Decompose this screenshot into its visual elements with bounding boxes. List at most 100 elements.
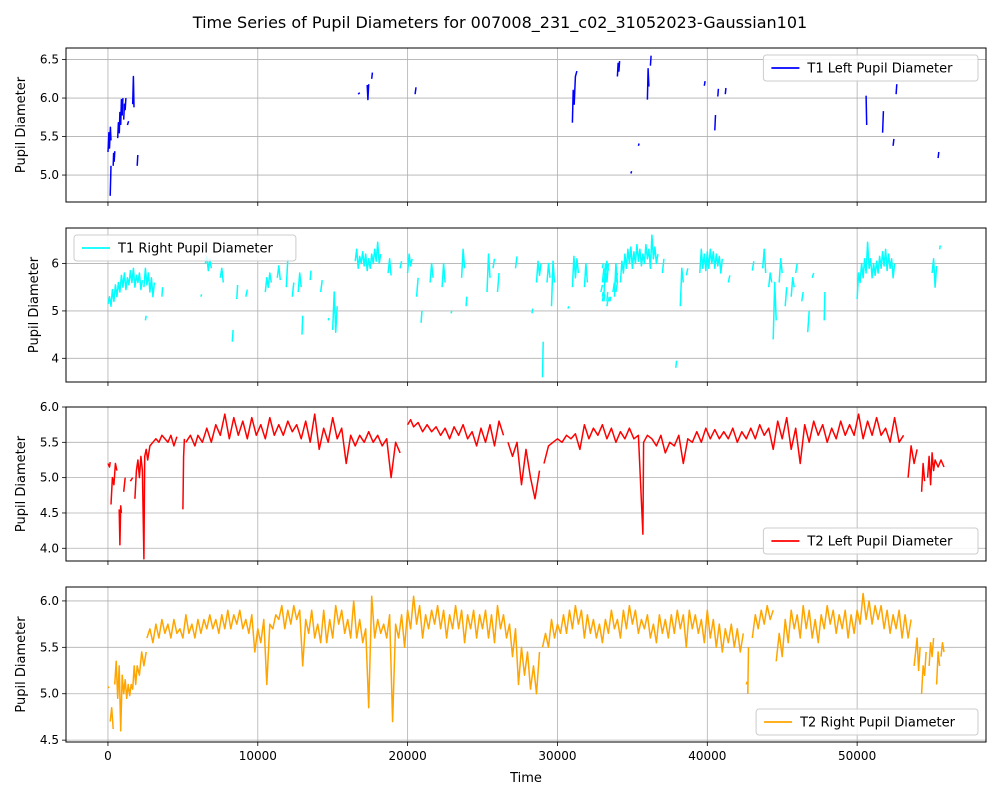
axes-frame bbox=[65, 586, 987, 743]
series-segment bbox=[507, 441, 541, 500]
series-segment bbox=[601, 296, 604, 302]
y-tick-label: 4.5 bbox=[40, 506, 59, 520]
series-segment bbox=[747, 647, 750, 694]
series-segment bbox=[327, 317, 330, 321]
series-segment bbox=[441, 262, 446, 288]
series-segment bbox=[806, 310, 810, 333]
y-tick-label: 5.5 bbox=[40, 435, 59, 449]
legend-label: T2 Left Pupil Diameter bbox=[806, 535, 953, 550]
legend-box bbox=[755, 708, 979, 736]
legend: T2 Left Pupil Diameter bbox=[762, 527, 979, 555]
series-segment bbox=[116, 111, 121, 139]
series-segment bbox=[109, 706, 114, 730]
series-segment bbox=[144, 315, 147, 321]
series-segment bbox=[784, 287, 788, 307]
y-tick-label: 4.0 bbox=[40, 541, 59, 555]
series-segment bbox=[767, 272, 773, 288]
series-segment bbox=[331, 291, 338, 333]
series-segment bbox=[926, 452, 945, 486]
legend-label: T2 Right Pupil Diameter bbox=[799, 716, 956, 731]
subplot-1: 5.0 5.5 6.0 6.5 Pupil Diameter T1 Left Pupil … bbox=[14, 47, 987, 206]
series-segment bbox=[387, 258, 392, 276]
series-segment bbox=[940, 641, 945, 657]
series-segment bbox=[122, 477, 126, 492]
series-segment bbox=[571, 70, 578, 123]
series-segment bbox=[606, 291, 609, 302]
series-segment bbox=[276, 265, 282, 281]
series-segment bbox=[823, 291, 826, 321]
series-segment bbox=[745, 681, 748, 685]
y-tick-label: 5.5 bbox=[40, 130, 59, 144]
series-segment bbox=[601, 291, 604, 297]
series-segment bbox=[724, 87, 727, 95]
legend-box bbox=[762, 54, 979, 82]
series-segment bbox=[609, 296, 612, 302]
series-segment bbox=[717, 88, 720, 97]
series-segment bbox=[113, 651, 147, 732]
series-segment bbox=[606, 301, 609, 307]
series-segment bbox=[646, 68, 650, 100]
series-segment bbox=[406, 418, 505, 447]
series-line bbox=[107, 234, 942, 378]
series-segment bbox=[935, 651, 941, 685]
series-segment bbox=[107, 685, 110, 689]
series-segment bbox=[131, 75, 135, 108]
series-segment bbox=[134, 434, 178, 560]
y-tick-label: 6.5 bbox=[40, 53, 59, 67]
series-segment bbox=[856, 241, 896, 300]
x-tick-label: 0 bbox=[104, 749, 112, 763]
series-segment bbox=[415, 277, 419, 297]
series-segment bbox=[928, 637, 935, 666]
x-tick-label: 30000 bbox=[538, 749, 576, 763]
y-tick-label: 5.0 bbox=[40, 471, 59, 485]
series-segment bbox=[615, 272, 619, 283]
series-segment bbox=[751, 604, 774, 639]
series-segment bbox=[604, 272, 608, 283]
series-segment bbox=[535, 260, 542, 283]
series-segment bbox=[612, 282, 616, 293]
series-segment bbox=[420, 310, 423, 323]
y-axis-label: Pupil Diameter bbox=[14, 76, 29, 173]
chart-title: Time Series of Pupil Diameters for 00700… bbox=[192, 13, 808, 32]
series-segment bbox=[236, 284, 239, 300]
legend: T1 Left Pupil Diameter bbox=[762, 54, 979, 82]
legend-box bbox=[73, 234, 297, 262]
y-tick-label: 5 bbox=[51, 304, 59, 318]
y-axis-label: Pupil Diameter bbox=[27, 256, 42, 353]
series-segment bbox=[118, 505, 123, 546]
series-segment bbox=[567, 305, 570, 309]
series-segment bbox=[112, 151, 116, 166]
series-segment bbox=[543, 413, 905, 535]
series-segment bbox=[182, 438, 186, 510]
axes-frame bbox=[65, 47, 987, 203]
series-segment bbox=[357, 92, 361, 95]
series-segment bbox=[649, 55, 652, 66]
legend-label: T1 Left Pupil Diameter bbox=[806, 62, 953, 77]
axes-frame bbox=[65, 406, 987, 562]
series-segment bbox=[865, 95, 868, 126]
series-segment bbox=[920, 462, 926, 492]
subplot-3: 4.0 4.5 5.0 5.5 6.0 Pupil Diameter T2 Left Pup… bbox=[14, 400, 987, 565]
x-tick-label: 10000 bbox=[239, 749, 277, 763]
series-segment bbox=[761, 248, 767, 274]
series-segment bbox=[450, 310, 453, 314]
series-segment bbox=[200, 294, 203, 297]
series-segment bbox=[679, 267, 685, 307]
y-tick-label: 5.5 bbox=[40, 640, 59, 654]
y-tick-label: 6 bbox=[51, 257, 59, 271]
y-tick-label: 6.0 bbox=[40, 594, 59, 608]
series-segment bbox=[714, 114, 717, 131]
y-tick-label: 6.0 bbox=[40, 400, 59, 414]
x-axis-label: Time bbox=[509, 771, 542, 786]
series-segment bbox=[465, 296, 468, 307]
series-line bbox=[107, 413, 945, 560]
series-segment bbox=[309, 270, 312, 281]
series-segment bbox=[895, 84, 898, 95]
series-segment bbox=[571, 255, 580, 288]
x-tick-label: 50000 bbox=[838, 749, 876, 763]
series-segment bbox=[794, 263, 798, 274]
series-segment bbox=[143, 267, 156, 298]
series-segment bbox=[675, 360, 678, 368]
y-tick-label: 6.0 bbox=[40, 91, 59, 105]
